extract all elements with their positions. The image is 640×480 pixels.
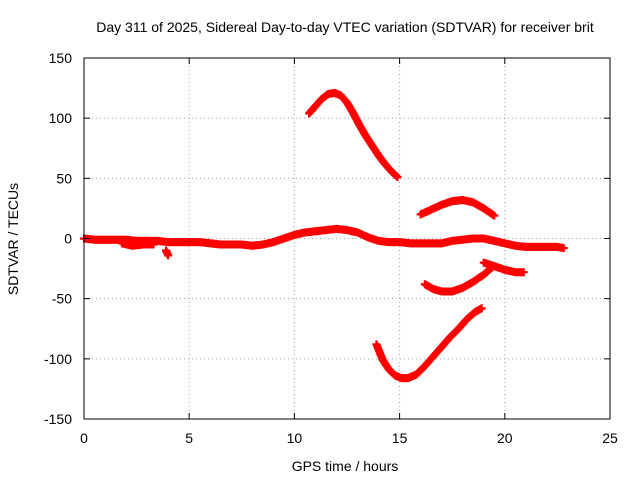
series-arc-1: [80, 224, 568, 253]
data-point: [519, 268, 528, 277]
x-tick-label: 15: [392, 430, 408, 446]
data-point: [149, 240, 158, 249]
x-tick-label: 25: [602, 430, 618, 446]
series-arc-4: [305, 88, 402, 182]
chart-title: Day 311 of 2025, Sidereal Day-to-day VTE…: [96, 19, 594, 35]
y-axis-label: SDTVAR / TECUs: [5, 183, 21, 295]
y-tick-label: 0: [64, 231, 72, 247]
series-arc-7: [479, 258, 528, 277]
y-tick-label: -150: [44, 411, 72, 427]
y-tick-label: -100: [44, 351, 72, 367]
data-point: [490, 211, 499, 220]
data-point: [164, 251, 173, 260]
series-arc-3: [162, 246, 173, 260]
x-axis-label: GPS time / hours: [292, 458, 399, 474]
data-point: [393, 173, 402, 182]
series-arc-5: [416, 195, 499, 220]
data-points: [80, 88, 568, 383]
x-tick-label: 0: [80, 430, 88, 446]
series-arc-6: [420, 263, 497, 296]
data-point: [559, 244, 568, 253]
x-tick-label: 20: [497, 430, 513, 446]
x-tick-label: 5: [185, 430, 193, 446]
y-tick-label: 150: [49, 50, 73, 66]
x-tick-label: 10: [287, 430, 303, 446]
y-tick-label: 50: [56, 170, 72, 186]
axis-ticks: 0 5 10 15 20 25 -150 -100 -50 0 50 100 150: [44, 50, 618, 446]
data-point: [477, 304, 486, 313]
series-arc-8: [372, 304, 486, 383]
y-tick-label: 100: [49, 110, 73, 126]
y-tick-label: -50: [52, 291, 72, 307]
series-arc-2: [117, 239, 158, 250]
